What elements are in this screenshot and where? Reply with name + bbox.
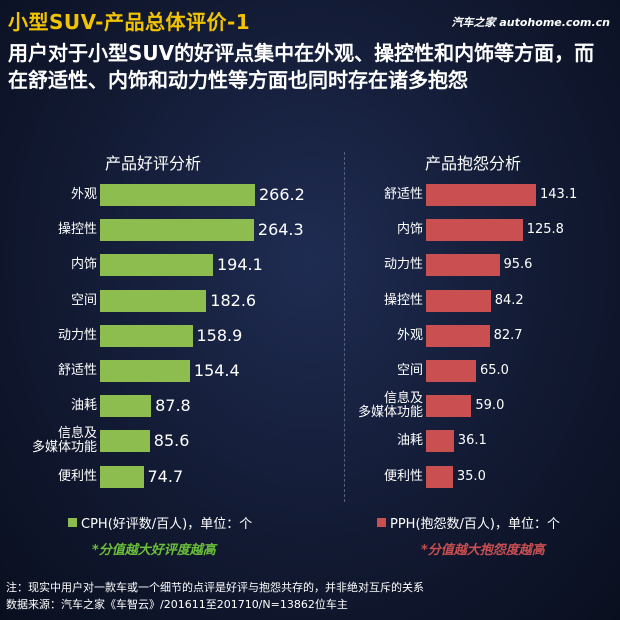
category-label: 内饰 <box>396 222 423 238</box>
bar <box>100 430 150 453</box>
bar-row: 内饰 125.8 <box>340 216 620 244</box>
praise-chart: 产品好评分析 外观 266.2 操控性 264.3 内饰 194.1 空间 182.6 动力性 15… <box>0 154 340 558</box>
footnote: 注：现实中用户对一款车或一个细节的点评是好评与抱怨共存的，并非绝对互斥的关系 <box>6 581 424 594</box>
value-label: 182.6 <box>210 290 257 310</box>
bar <box>100 395 152 418</box>
bar <box>100 360 190 382</box>
value-label: 74.7 <box>147 466 184 486</box>
bar <box>426 324 490 347</box>
chart-note: *分值越大好评度越高 <box>92 543 216 558</box>
bar <box>426 430 454 453</box>
bar <box>100 289 207 312</box>
value-label: 87.8 <box>155 396 191 416</box>
value-label: 84.2 <box>494 292 524 308</box>
bar <box>100 465 144 488</box>
value-label: 65.0 <box>480 363 509 378</box>
bar-row: 外观 266.2 <box>0 181 340 209</box>
bar <box>426 219 523 242</box>
value-label: 194.1 <box>217 255 263 275</box>
bar <box>426 254 500 277</box>
value-label: 82.7 <box>493 327 523 343</box>
value-label: 158.9 <box>196 325 243 345</box>
bar <box>100 324 193 347</box>
bar <box>426 465 453 488</box>
category-label: 动力性 <box>383 257 423 273</box>
brand-logo: 汽车之家 autohome.com.cn <box>451 16 610 29</box>
page-title: 小型SUV-产品总体评价-1 <box>8 10 251 34</box>
chart-legend: CPH(好评数/百人)，单位：个 <box>68 513 252 532</box>
category-label: 动力性 <box>57 327 97 343</box>
legend-swatch <box>377 518 386 527</box>
category-label: 油耗 <box>396 433 423 449</box>
category-label: 油耗 <box>70 398 97 414</box>
bar-row: 动力性 158.9 <box>0 322 340 350</box>
category-label: 外观 <box>396 327 423 343</box>
category-label: 便利性 <box>57 468 97 484</box>
bar-row: 空间 182.6 <box>0 287 340 315</box>
chart-note: *分值越大抱怨度越高 <box>421 543 545 558</box>
data-source: 数据来源：汽车之家《车智云》/201611至201710/N=13862位车主 <box>6 598 348 611</box>
bar-row: 内饰 194.1 <box>0 251 340 279</box>
legend-label: CPH(好评数/百人)，单位：个 <box>81 517 253 532</box>
chart-title: 产品抱怨分析 <box>425 154 522 173</box>
bar-row: 舒适性 143.1 <box>340 181 620 209</box>
category-label: 舒适性 <box>57 363 97 378</box>
bar-row: 信息及 多媒体功能 59.0 <box>340 392 620 420</box>
legend-label: PPH(抱怨数/百人)，单位：个 <box>390 517 560 532</box>
category-label: 空间 <box>70 292 97 308</box>
value-label: 264.3 <box>257 220 304 240</box>
bar-row: 油耗 87.8 <box>0 392 340 420</box>
bar <box>426 360 476 382</box>
bar-row: 操控性 264.3 <box>0 216 340 244</box>
complaint-chart: 产品抱怨分析 舒适性 143.1 内饰 125.8 动力性 95.6 操控性 84.2 外观 82.… <box>340 0 620 620</box>
page-subtitle: 用户对于小型SUV的好评点集中在外观、操控性和内饰等方面，而在舒适性、内饰和动力… <box>8 41 595 92</box>
bar-row: 空间 65.0 <box>340 357 620 385</box>
bar <box>426 184 536 206</box>
bar-row: 油耗 36.1 <box>340 427 620 455</box>
value-label: 143.1 <box>540 187 578 202</box>
value-label: 266.2 <box>259 185 305 204</box>
bar <box>100 219 254 242</box>
legend-swatch <box>68 518 77 527</box>
value-label: 125.8 <box>526 222 564 238</box>
category-label: 便利性 <box>383 468 423 484</box>
bar <box>426 395 472 418</box>
value-label: 36.1 <box>457 433 487 449</box>
bar-row: 便利性 74.7 <box>0 463 340 491</box>
category-label: 信息及 多媒体功能 <box>31 426 97 456</box>
bar <box>426 289 491 312</box>
category-label: 信息及 多媒体功能 <box>357 391 423 421</box>
category-label: 内饰 <box>70 257 97 273</box>
chart-title: 产品好评分析 <box>105 154 202 173</box>
bar-row: 便利性 35.0 <box>340 463 620 491</box>
bar-row: 操控性 84.2 <box>340 287 620 315</box>
category-label: 外观 <box>70 187 97 202</box>
bar-row: 信息及 多媒体功能 85.6 <box>0 427 340 455</box>
category-label: 操控性 <box>383 292 423 308</box>
bar-row: 舒适性 154.4 <box>0 357 340 385</box>
category-label: 操控性 <box>57 222 97 238</box>
bar <box>100 254 213 277</box>
value-label: 154.4 <box>193 361 240 380</box>
value-label: 95.6 <box>503 257 533 273</box>
value-label: 59.0 <box>475 398 505 414</box>
category-label: 舒适性 <box>383 187 423 202</box>
value-label: 35.0 <box>456 468 486 484</box>
chart-divider <box>344 152 345 502</box>
bar-row: 外观 82.7 <box>340 322 620 350</box>
chart-legend: PPH(抱怨数/百人)，单位：个 <box>377 513 560 532</box>
bar-row: 动力性 95.6 <box>340 251 620 279</box>
category-label: 空间 <box>396 363 423 378</box>
bar <box>100 184 255 206</box>
value-label: 85.6 <box>153 431 190 451</box>
